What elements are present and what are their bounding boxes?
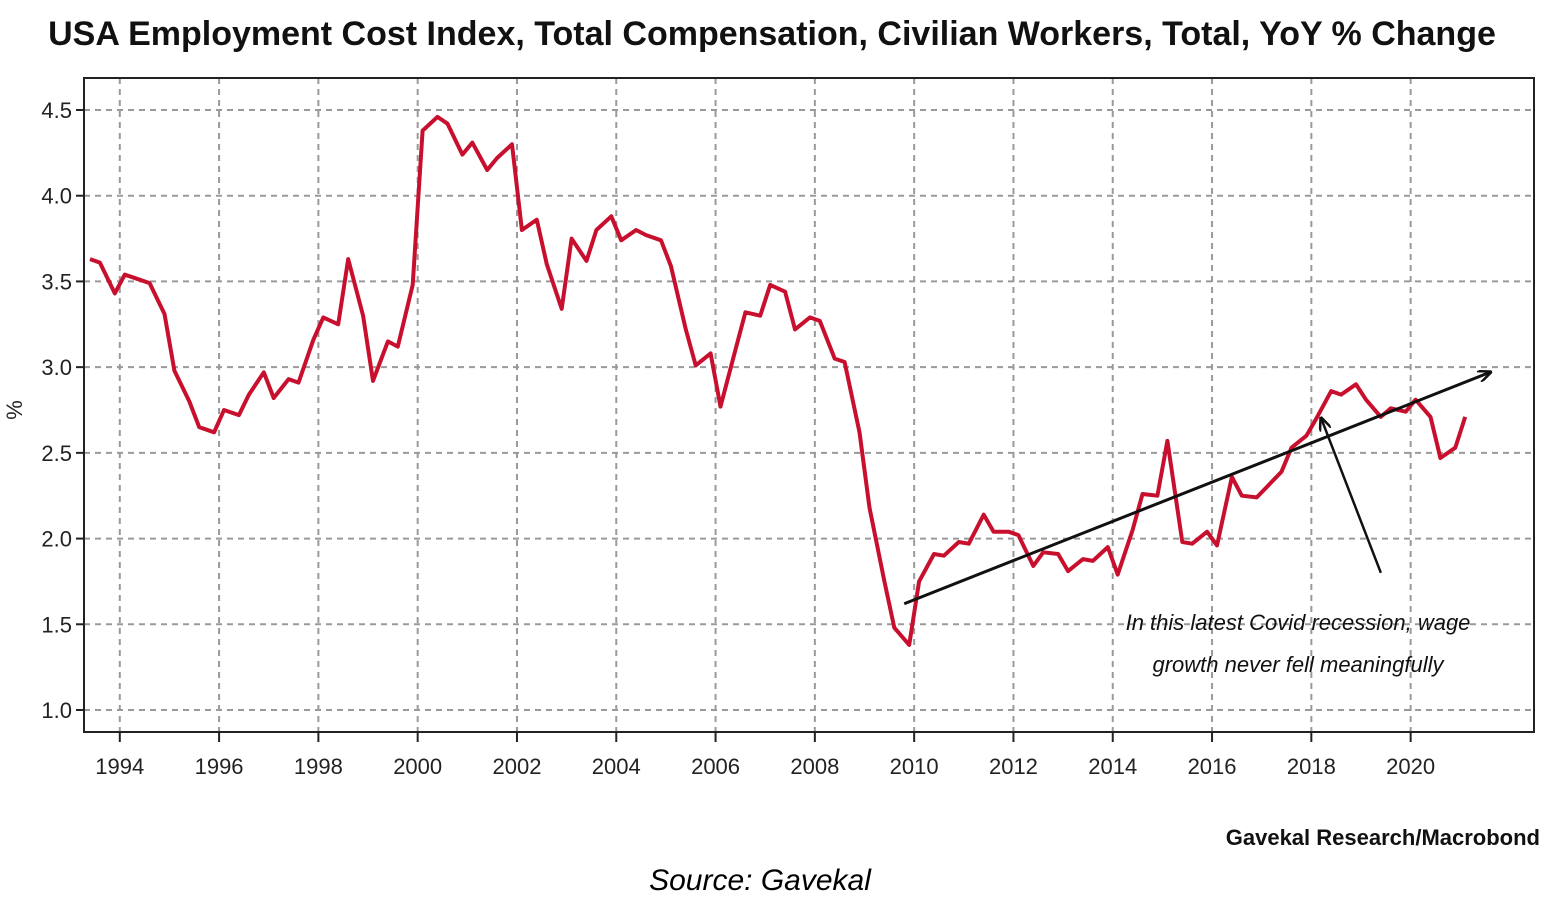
series-line (89, 114, 1468, 647)
x-tick-label: 2012 (989, 754, 1038, 779)
y-tick-label: 2.0 (41, 527, 72, 552)
y-tick-label: 3.5 (41, 269, 72, 294)
x-tick-label: 2020 (1386, 754, 1435, 779)
x-tick-label: 2016 (1188, 754, 1237, 779)
y-tick-label: 2.5 (41, 441, 72, 466)
chart-title: USA Employment Cost Index, Total Compens… (48, 15, 1496, 53)
y-tick-label: 1.5 (41, 612, 72, 637)
x-axis: 1994 1996 1998 2000 2002 2004 2006 2008 2010 2012… (95, 732, 1435, 779)
x-tick-label: 1998 (294, 754, 343, 779)
annotation-line-2: growth never fell meaningfully (1152, 652, 1445, 677)
y-axis-label: % (2, 400, 27, 420)
x-tick-label: 2008 (790, 754, 839, 779)
trend-arrow (903, 372, 1490, 606)
chart-credit: Gavekal Research/Macrobond (1226, 825, 1540, 850)
x-tick-label: 2000 (393, 754, 442, 779)
x-tick-label: 1996 (195, 754, 244, 779)
y-tick-label: 3.0 (41, 355, 72, 380)
annotation-line-1: In this latest Covid recession, wage (1126, 610, 1471, 635)
plot-frame (83, 77, 1535, 733)
y-tick-label: 4.5 (41, 98, 72, 123)
source-caption: Source: Gavekal (649, 864, 872, 897)
y-tick-label: 4.0 (41, 184, 72, 209)
x-tick-label: 2014 (1088, 754, 1137, 779)
annotation-arrow (1321, 419, 1383, 574)
grid (84, 78, 1534, 732)
x-tick-label: 1994 (95, 754, 144, 779)
x-tick-label: 2006 (691, 754, 740, 779)
x-tick-label: 2010 (890, 754, 939, 779)
y-tick-label: 1.0 (41, 698, 72, 723)
x-tick-label: 2018 (1287, 754, 1336, 779)
x-tick-label: 2002 (492, 754, 541, 779)
y-axis: 1.0 1.5 2.0 2.5 3.0 3.5 4.0 4.5 (41, 98, 84, 723)
x-tick-label: 2004 (592, 754, 641, 779)
